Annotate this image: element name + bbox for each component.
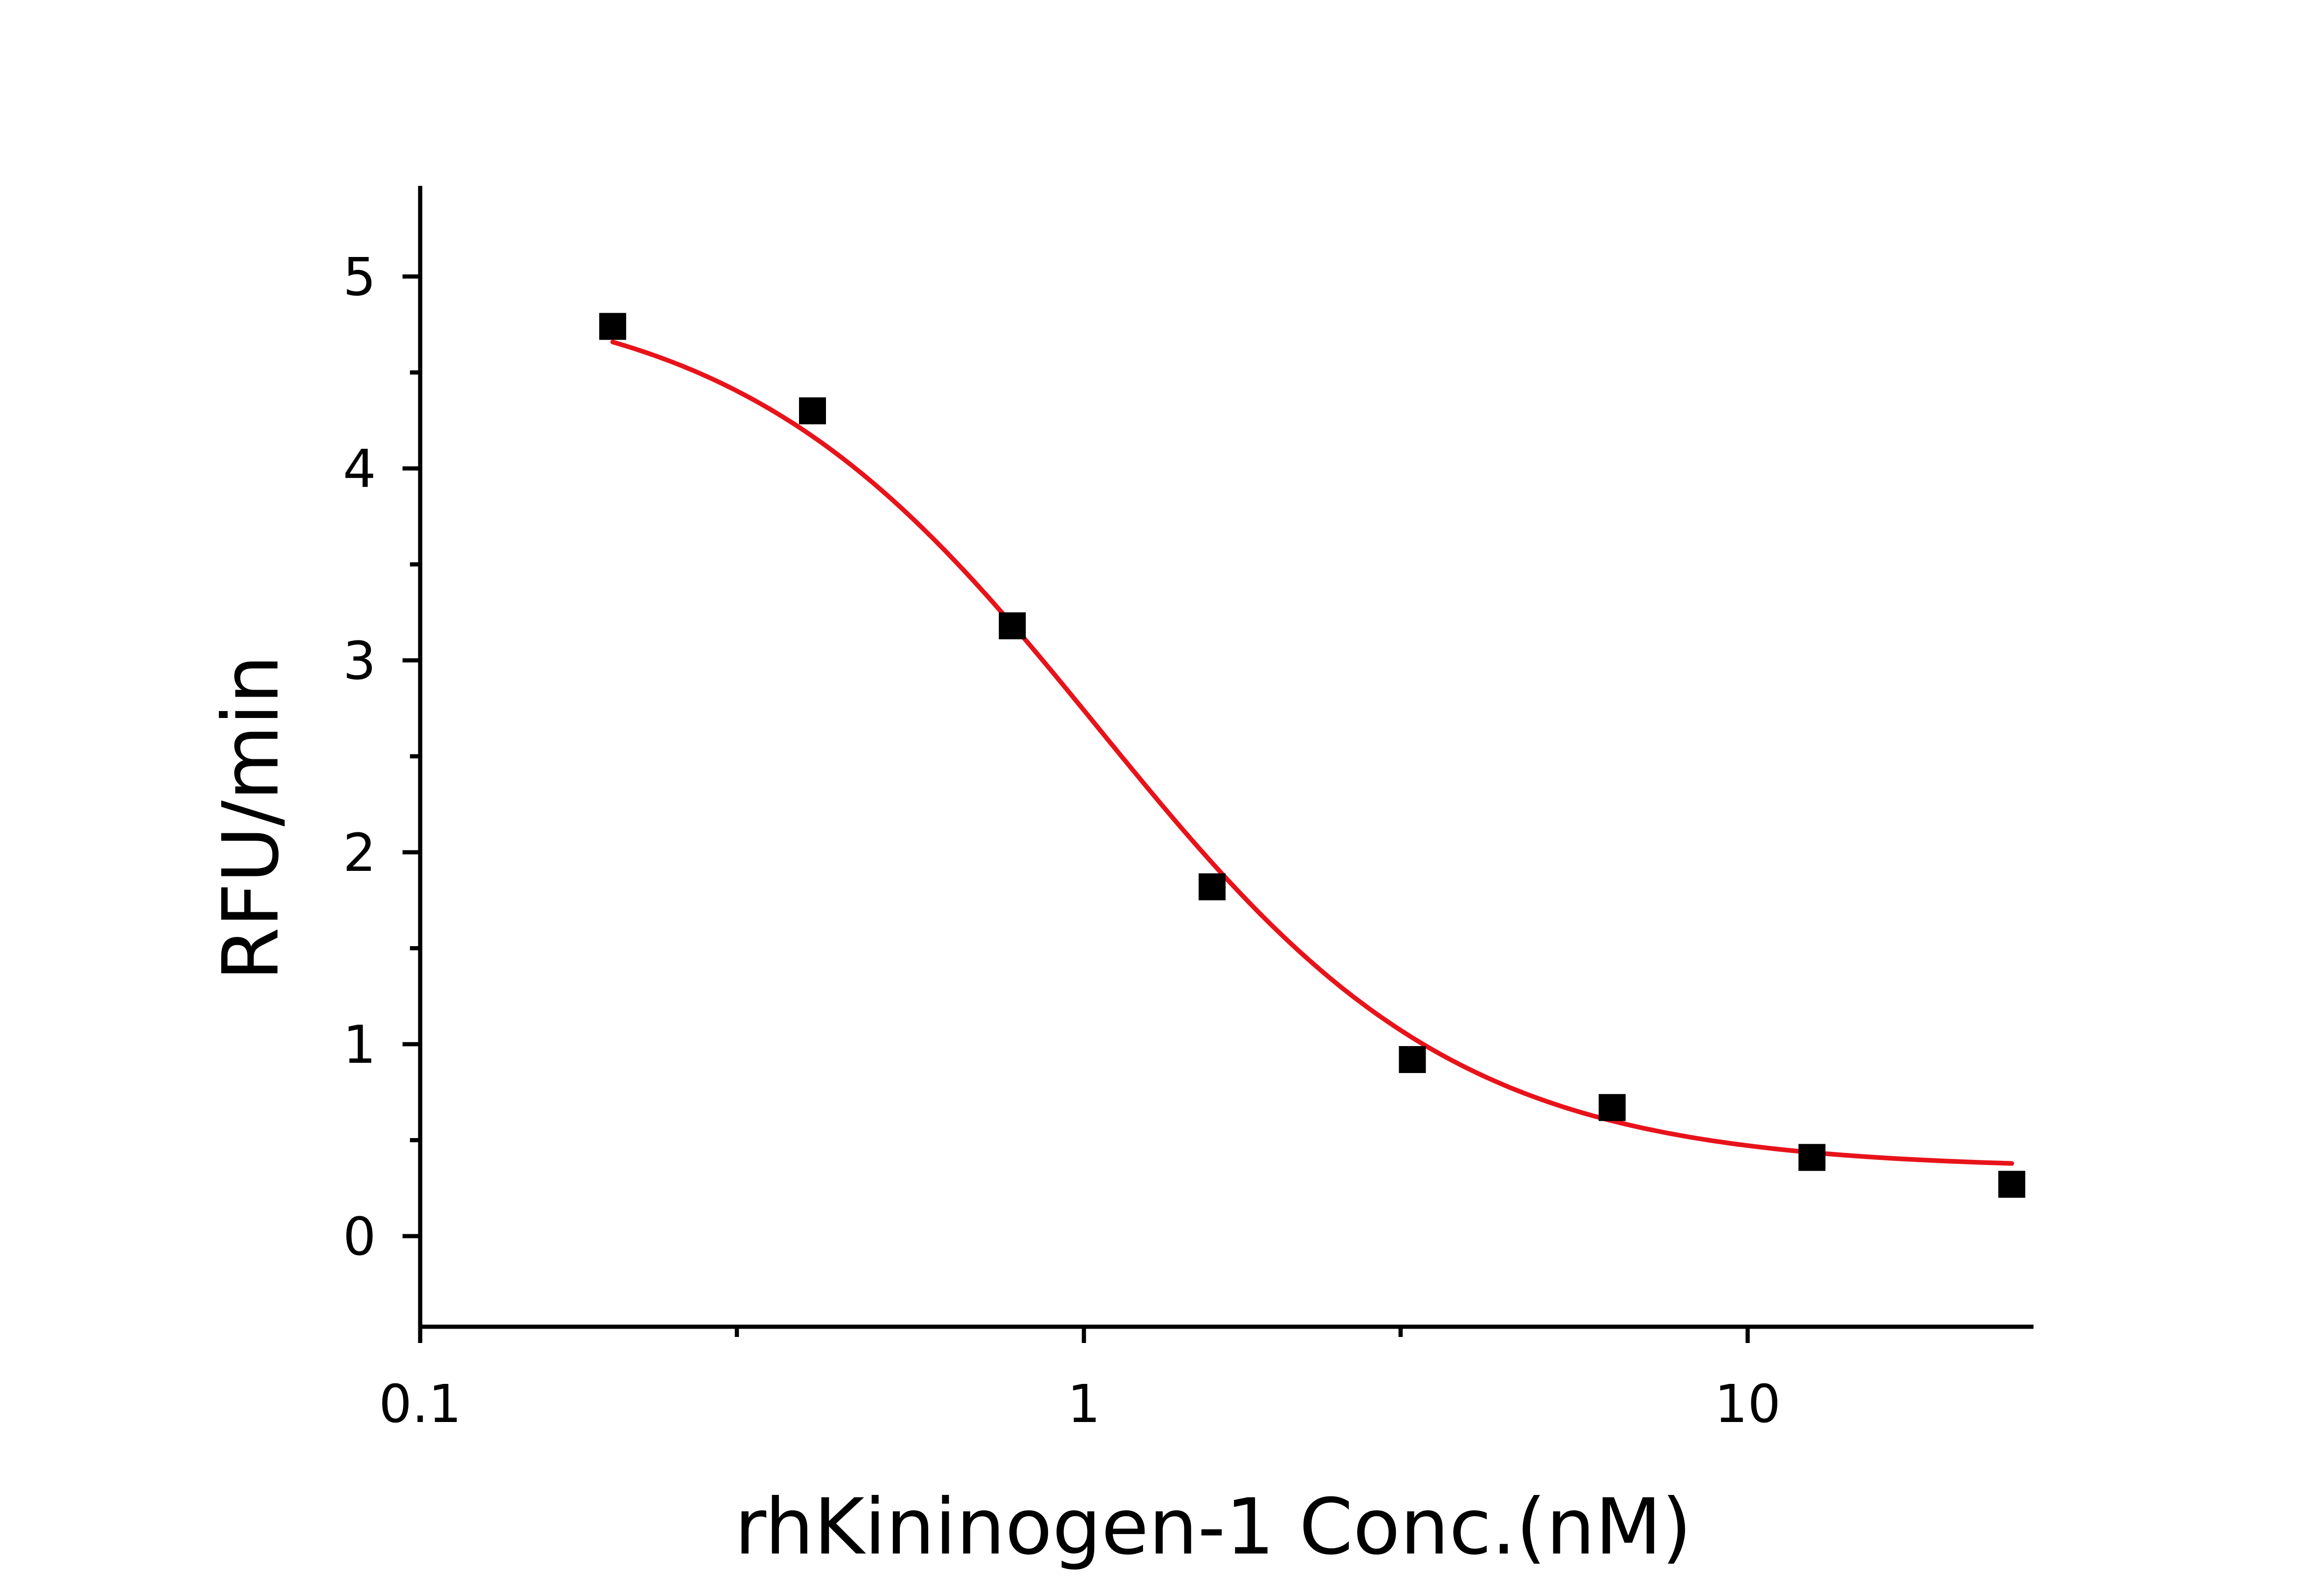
x-tick-label: 0.1	[379, 1374, 462, 1435]
data-point	[599, 313, 627, 340]
y-tick-label: 1	[343, 1015, 376, 1075]
y-tick-label: 0	[343, 1207, 376, 1267]
y-tick-label: 4	[343, 439, 376, 500]
x-axis-title: rhKininogen-1 Conc.(nM)	[734, 1482, 1691, 1572]
data-point	[1399, 1046, 1426, 1073]
fit-curve	[610, 340, 2014, 1166]
data-point	[1598, 1094, 1626, 1121]
axes	[403, 186, 2034, 1343]
tick-labels-layer: 0.1 1 10 0 1 2 3 4 5	[343, 247, 1781, 1435]
x-tick-label: 10	[1715, 1374, 1781, 1435]
fit-curve-layer	[610, 340, 2014, 1166]
y-tick-label: 2	[343, 823, 376, 883]
data-point	[1198, 873, 1226, 901]
x-tick-label: 1	[1067, 1374, 1100, 1435]
y-axis-title: RFU/min	[206, 655, 296, 981]
data-point	[998, 612, 1026, 639]
data-points-layer	[599, 313, 2026, 1198]
data-point	[1998, 1171, 2026, 1198]
y-tick-label: 5	[343, 247, 376, 308]
data-point	[1798, 1144, 1826, 1171]
y-tick-label: 3	[343, 631, 376, 691]
data-point	[799, 397, 826, 425]
